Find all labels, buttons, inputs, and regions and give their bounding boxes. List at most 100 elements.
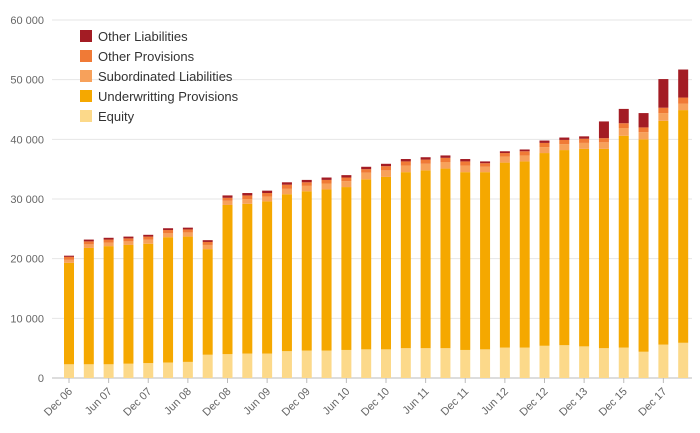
bar-segment xyxy=(321,183,332,190)
legend-swatch xyxy=(80,30,92,42)
legend-swatch xyxy=(80,90,92,102)
x-tick-label: Dec 08 xyxy=(200,386,233,419)
bar-stack xyxy=(123,236,134,378)
bar-segment xyxy=(638,139,649,352)
bar-segment xyxy=(420,163,431,171)
x-tick-label: Dec 06 xyxy=(42,386,75,419)
x-tick-label: Dec 12 xyxy=(517,386,550,419)
bar-segment xyxy=(321,179,332,184)
bar-segment xyxy=(202,241,213,245)
bar-segment xyxy=(182,227,193,230)
bar-segment xyxy=(559,150,570,346)
bar-segment xyxy=(321,350,332,378)
bar-segment xyxy=(143,239,154,244)
x-tick-label: Jun 12 xyxy=(479,386,511,418)
legend-item: Subordinated Liabilities xyxy=(80,69,233,84)
bar-stack xyxy=(321,177,332,378)
x-tick-label: Dec 07 xyxy=(121,386,154,419)
bar-segment xyxy=(579,142,590,149)
bar-stack xyxy=(658,79,669,378)
bar-segment xyxy=(123,238,134,242)
bar-stack xyxy=(440,155,451,378)
bar-segment xyxy=(499,347,510,378)
bar-segment xyxy=(64,256,74,260)
legend-item: Other Liabilities xyxy=(80,29,188,44)
bar-segment xyxy=(400,159,411,162)
bar-segment xyxy=(123,244,134,364)
bar-stack xyxy=(163,228,174,378)
bar-segment xyxy=(678,342,689,378)
bar-segment xyxy=(123,241,134,245)
bar-segment xyxy=(83,244,94,248)
x-tick-label: Dec 11 xyxy=(439,386,472,419)
y-tick-label: 0 xyxy=(38,373,44,385)
bar-segment xyxy=(361,166,372,170)
bar-segment xyxy=(123,363,134,378)
bar-segment xyxy=(519,347,530,378)
bar-segment xyxy=(321,189,332,351)
bar-segment xyxy=(222,195,233,198)
bar-segment xyxy=(460,172,471,350)
bar-segment xyxy=(579,148,590,347)
x-tick-label: Dec 15 xyxy=(597,386,630,419)
legend-label: Other Liabilities xyxy=(98,29,188,44)
x-tick-label: Dec 10 xyxy=(359,386,392,419)
bar-segment xyxy=(618,127,629,136)
bar-stack xyxy=(519,149,530,378)
bar-segment xyxy=(499,162,510,348)
bar-stack xyxy=(678,69,689,378)
bar-segment xyxy=(341,187,352,350)
bar-segment xyxy=(143,236,154,240)
bar-segment xyxy=(381,176,391,350)
bar-segment xyxy=(678,110,689,343)
bar-segment xyxy=(341,175,352,178)
bar-segment xyxy=(678,69,689,98)
bar-segment xyxy=(361,169,372,173)
bar-stack xyxy=(301,179,312,378)
bar-segment xyxy=(579,138,590,143)
bar-segment xyxy=(103,246,114,365)
bar-segment xyxy=(64,262,74,365)
bar-segment xyxy=(83,239,94,242)
bar-segment xyxy=(83,247,94,365)
bar-segment xyxy=(400,348,411,378)
bar-stack xyxy=(262,190,273,378)
bar-stack xyxy=(381,163,391,378)
bar-segment xyxy=(440,157,451,163)
bar-segment xyxy=(242,199,253,204)
bar-segment xyxy=(341,349,352,378)
bar-segment xyxy=(242,195,253,199)
bar-segment xyxy=(519,151,530,156)
bar-segment xyxy=(579,346,590,378)
bar-segment xyxy=(202,354,213,378)
legend-item: Underwritting Provisions xyxy=(80,89,239,104)
bar-segment xyxy=(618,123,629,128)
bar-segment xyxy=(658,79,669,108)
bar-segment xyxy=(460,165,471,173)
bar-stack xyxy=(460,159,471,378)
bar-segment xyxy=(499,151,510,154)
bar-segment xyxy=(163,362,174,378)
y-tick-label: 50 000 xyxy=(10,75,44,87)
bar-segment xyxy=(202,240,213,242)
bar-segment xyxy=(460,161,471,166)
bar-segment xyxy=(123,236,134,239)
bar-segment xyxy=(539,142,550,148)
bar-segment xyxy=(163,228,174,231)
bar-stack xyxy=(559,137,570,378)
y-tick-label: 40 000 xyxy=(10,134,44,146)
bar-segment xyxy=(143,234,154,237)
bar-segment xyxy=(598,142,609,149)
legend-label: Underwritting Provisions xyxy=(98,89,239,104)
bar-segment xyxy=(301,182,312,186)
bar-segment xyxy=(301,179,312,183)
bars xyxy=(64,69,689,378)
x-tick-label: Dec 17 xyxy=(636,386,669,419)
bar-segment xyxy=(182,232,193,237)
bar-segment xyxy=(440,162,451,169)
bar-segment xyxy=(400,161,411,166)
bar-segment xyxy=(618,135,629,348)
legend-label: Other Provisions xyxy=(98,49,195,64)
bar-segment xyxy=(658,113,669,121)
